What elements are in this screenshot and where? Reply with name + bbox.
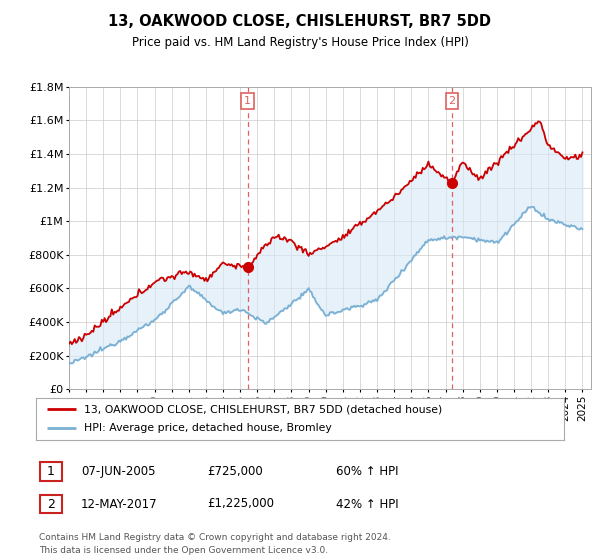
- Text: 13, OAKWOOD CLOSE, CHISLEHURST, BR7 5DD: 13, OAKWOOD CLOSE, CHISLEHURST, BR7 5DD: [109, 14, 491, 29]
- Text: HPI: Average price, detached house, Bromley: HPI: Average price, detached house, Brom…: [83, 423, 331, 433]
- Text: 07-JUN-2005: 07-JUN-2005: [81, 465, 155, 478]
- Text: 13, OAKWOOD CLOSE, CHISLEHURST, BR7 5DD (detached house): 13, OAKWOOD CLOSE, CHISLEHURST, BR7 5DD …: [83, 404, 442, 414]
- Text: 1: 1: [47, 465, 55, 478]
- Text: 42% ↑ HPI: 42% ↑ HPI: [336, 497, 398, 511]
- Text: 2: 2: [47, 497, 55, 511]
- Text: 12-MAY-2017: 12-MAY-2017: [81, 497, 158, 511]
- Text: 2: 2: [448, 96, 455, 106]
- Text: Contains HM Land Registry data © Crown copyright and database right 2024.
This d: Contains HM Land Registry data © Crown c…: [39, 533, 391, 554]
- Text: Price paid vs. HM Land Registry's House Price Index (HPI): Price paid vs. HM Land Registry's House …: [131, 36, 469, 49]
- Text: £725,000: £725,000: [207, 465, 263, 478]
- Text: £1,225,000: £1,225,000: [207, 497, 274, 511]
- Text: 60% ↑ HPI: 60% ↑ HPI: [336, 465, 398, 478]
- Text: 1: 1: [244, 96, 251, 106]
